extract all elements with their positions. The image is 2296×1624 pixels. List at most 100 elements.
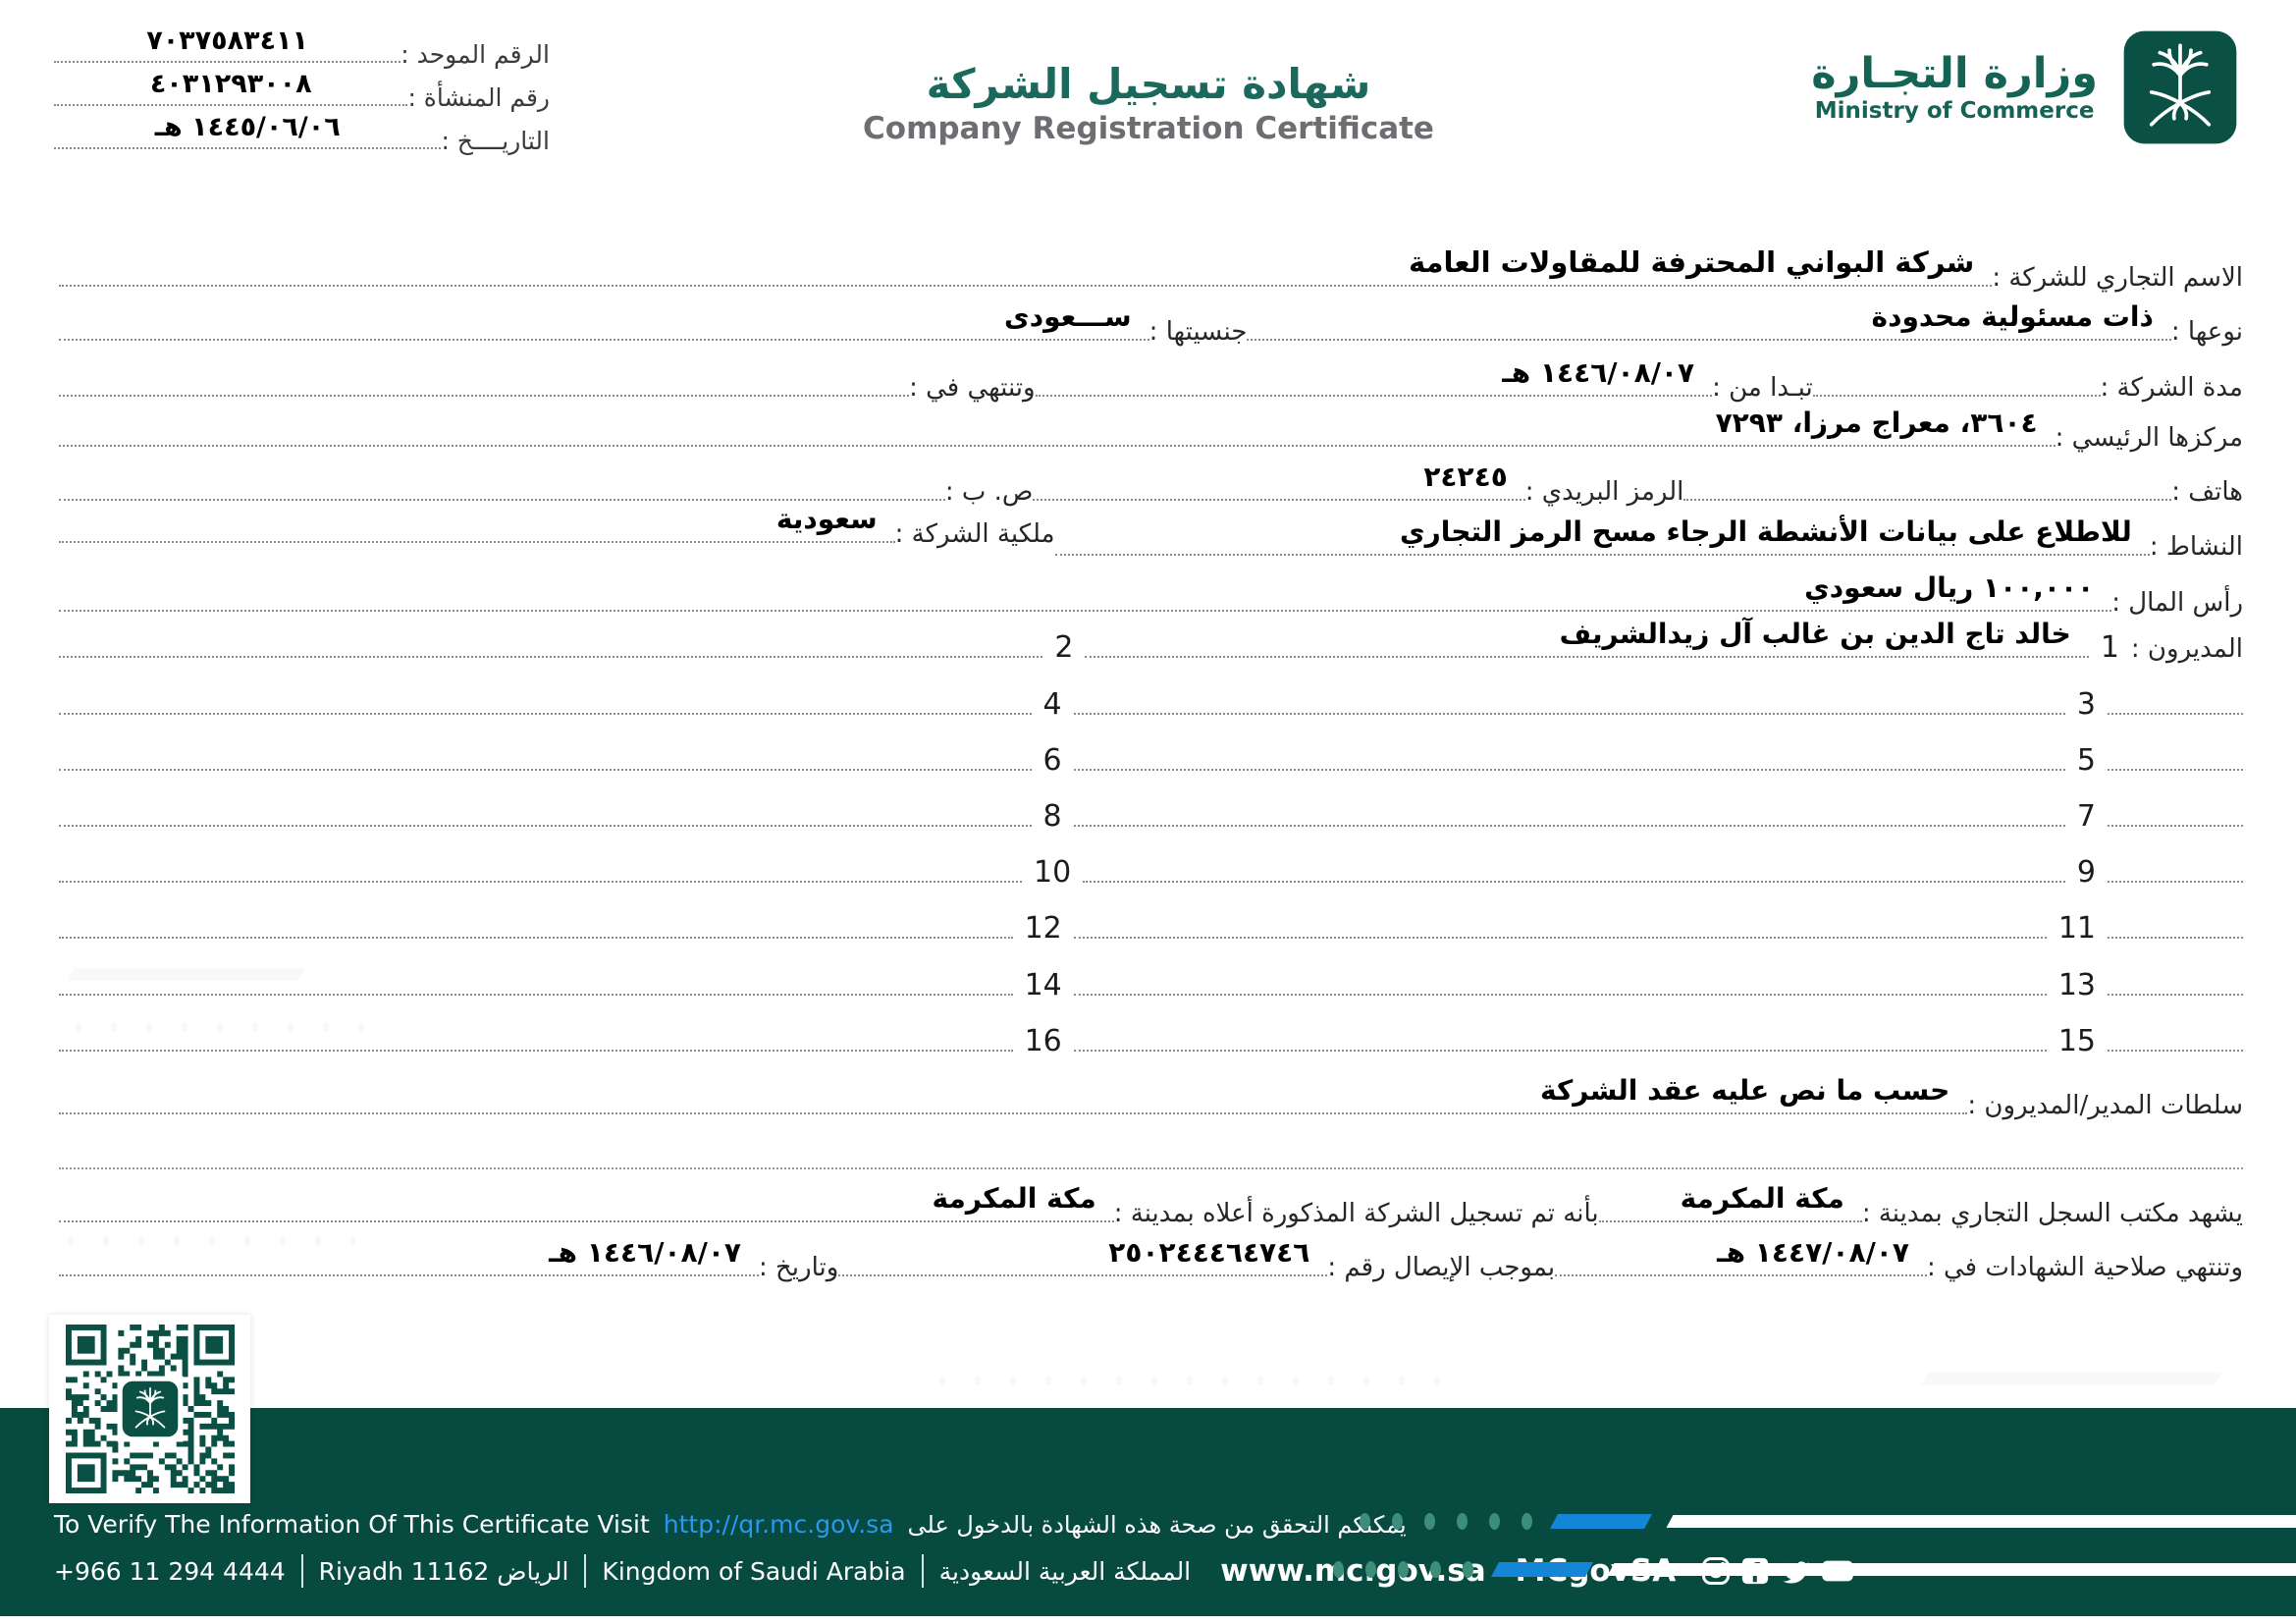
white-bar (1666, 1515, 2296, 1528)
manager-number: 11 (2057, 911, 2096, 946)
dotted-leader (2108, 769, 2243, 771)
dotted-leader: مكة المكرمة (59, 1182, 1114, 1222)
manager-number: 13 (2057, 968, 2096, 1002)
field-capital: رأس المال : ١٠٠,٠٠٠ ريال سعودي (59, 547, 2243, 618)
dotted-leader (1083, 881, 2065, 883)
managers-row-4: 7 8 (59, 762, 2243, 832)
manager-number: 6 (1042, 743, 1062, 778)
unified-number-label: الرقم الموحد : (400, 40, 550, 70)
head-office-value: ٣٦٠٤، معراج مرزا، ٧٢٩٣ (1715, 406, 2038, 440)
dotted-leader (59, 389, 910, 397)
dotted-leader: مكة المكرمة (1598, 1183, 1862, 1222)
postal-code-value: ٢٤٢٤٥ (1423, 460, 1508, 494)
dotted-leader (59, 1050, 1013, 1052)
registered-city-value: مكة المكرمة (932, 1182, 1096, 1216)
dotted-leader: ٢٥٠٢٤٤٤٦٤٧٤٦ (838, 1236, 1328, 1276)
verify-row: To Verify The Information Of This Certif… (54, 1510, 1407, 1539)
issue-date-row: التاريــــخ : ١٤٤٥/٠٦/٠٦ هـ (54, 106, 550, 155)
unified-number-row: الرقم الموحد : ٧٠٣٧٥٨٣٤١١ (54, 20, 550, 69)
field-ownership: ملكية الشركة : سعودية (59, 503, 1055, 549)
company-type-value: ذات مسئولية محدودة (1871, 300, 2154, 334)
watermark-shape (1920, 1373, 2222, 1385)
registered-city-label: بأنه تم تسجيل الشركة المذكورة أعلاه بمدي… (1113, 1199, 1599, 1229)
contact-row: +966 11 294 4444 Riyadh 11162 الرياض Kin… (54, 1553, 1854, 1589)
duration-label: مدة الشركة : (2100, 373, 2244, 404)
footer-decoration-row-1 (1360, 1513, 2296, 1530)
manager-number: 10 (1034, 855, 1072, 890)
field-registry-office-city: يشهد مكتب السجل التجاري بمدينة : مكة الم… (1598, 1183, 2243, 1228)
company-type-label: نوعها : (2170, 317, 2243, 348)
activity-label: النشاط : (2149, 532, 2243, 563)
row-attestation-city: يشهد مكتب السجل التجاري بمدينة : مكة الم… (59, 1158, 2243, 1228)
dotted-leader: ٤٠٣١٢٩٣٠٠٨ (54, 70, 408, 106)
manager-number: 16 (1024, 1024, 1062, 1058)
blue-bar (1491, 1562, 1593, 1577)
end-date-label: وتنتهي في : (909, 373, 1036, 404)
dotted-leader (2108, 994, 2243, 996)
unified-number-value: ٧٠٣٧٥٨٣٤١١ (146, 26, 309, 57)
divider (300, 1554, 303, 1588)
city-text: Riyadh 11162 الرياض (318, 1556, 569, 1586)
po-box-label: ص. ب : (944, 477, 1034, 508)
field-company-type: نوعها : ذات مسئولية محدودة (1247, 300, 2243, 347)
registry-office-city-label: يشهد مكتب السجل التجاري بمدينة : (1861, 1199, 2243, 1229)
issue-date-value: ١٤٤٥/٠٦/٠٦ هـ (154, 112, 341, 143)
manager-number: 4 (1042, 687, 1062, 722)
watermark-dots (61, 1233, 355, 1250)
dotted-leader (1073, 937, 2047, 939)
manager-number: 15 (2057, 1024, 2096, 1058)
dotted-leader: ٣٦٠٤، معراج مرزا، ٧٢٩٣ (59, 406, 2056, 447)
nationality-label: جنسيتها : (1148, 317, 1248, 348)
document-id-block: الرقم الموحد : ٧٠٣٧٥٨٣٤١١ رقم المنشأة : … (54, 20, 550, 155)
row-attestation-receipt: وتنتهي صلاحية الشهادات في : ١٤٤٧/٠٨/٠٧ ه… (59, 1212, 2243, 1282)
dotted-leader (1073, 994, 2047, 996)
dotted-leader: ٢٤٢٤٥ (1033, 460, 1525, 501)
verification-qr-code (49, 1315, 250, 1503)
field-receipt-number: بموجب الإيصال رقم : ٢٥٠٢٤٤٤٦٤٧٤٦ (838, 1236, 1555, 1282)
trade-name-label: الاسم التجاري للشركة : (1992, 263, 2243, 294)
ownership-value: سعودية (775, 503, 878, 536)
capital-value: ١٠٠,٠٠٠ ريال سعودي (1804, 571, 2095, 605)
field-phone: هاتف : (1683, 477, 2243, 507)
website-url: www.mc.gov.sa (1220, 1553, 1486, 1589)
certificate-expiry-value: ١٤٤٧/٠٨/٠٧ هـ (1717, 1236, 1909, 1270)
divider (921, 1554, 924, 1588)
manager-number: 2 (1054, 630, 1074, 665)
postal-code-label: الرمز البريدي : (1524, 477, 1684, 508)
receipt-number-value: ٢٥٠٢٤٤٤٦٤٧٤٦ (1108, 1236, 1310, 1270)
dotted-leader (1073, 1050, 2047, 1052)
divider (584, 1554, 587, 1588)
start-date-label: تبـدا من : (1712, 373, 1813, 404)
white-bar (1607, 1563, 2296, 1576)
blue-bar (1550, 1514, 1652, 1529)
dotted-leader (1683, 493, 2172, 501)
dotted-leader (1073, 825, 2065, 827)
palm-and-swords-emblem-icon (2117, 27, 2243, 147)
row-activity-ownership: النشاط : للاطلاع على بيانات الأنشطة الرج… (59, 491, 2243, 562)
dotted-leader: ٧٠٣٧٥٨٣٤١١ (54, 26, 401, 63)
verify-link[interactable]: http://qr.mc.gov.sa (663, 1510, 894, 1539)
dotted-leader: ١٤٤٦/٠٨/٠٧ هـ (1035, 357, 1713, 397)
dotted-leader (59, 881, 1023, 883)
dotted-leader (2108, 1050, 2243, 1052)
manager-number: 14 (1024, 968, 1062, 1002)
capital-label: رأس المال : (2111, 588, 2243, 619)
manager-number: 7 (2076, 799, 2096, 834)
title-arabic: شهادة تسجيل الشركة (926, 60, 1371, 108)
manager-number: 5 (2076, 743, 2096, 778)
managers-row-5: 9 10 (59, 818, 2243, 888)
dotted-leader (2108, 825, 2243, 827)
certificate-title: شهادة تسجيل الشركة Company Registration … (805, 60, 1492, 145)
field-receipt-date: وتاريخ : ١٤٤٦/٠٨/٠٧ هـ (59, 1237, 838, 1282)
empty-dotted-line (59, 1167, 2243, 1169)
manager-number: 8 (1042, 799, 1062, 834)
manager-powers-value: حسب ما نص عليه عقد الشركة (1540, 1074, 1950, 1108)
dotted-leader: حسب ما نص عليه عقد الشركة (59, 1074, 1968, 1114)
field-po-box: ص. ب : (59, 477, 1033, 507)
managers-row-7: 13 14 (59, 931, 2243, 1001)
managers-row-2: 3 4 (59, 650, 2243, 720)
manager-number: 1 (2100, 630, 2119, 665)
issue-date-label: التاريــــخ : (441, 127, 550, 156)
managers-row-6: 11 12 (59, 874, 2243, 944)
